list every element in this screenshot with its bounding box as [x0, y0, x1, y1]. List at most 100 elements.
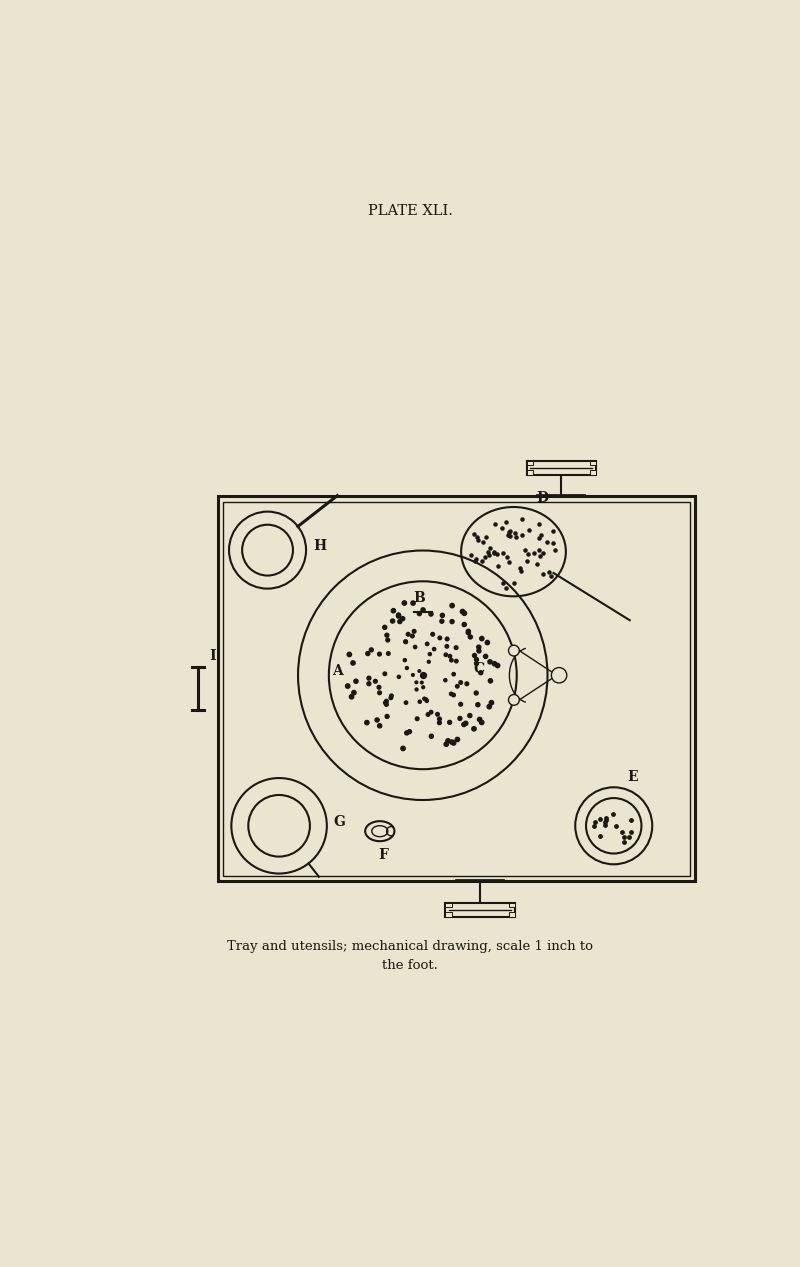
Point: [385, 685, 398, 706]
Point: [417, 677, 430, 697]
Point: [485, 693, 498, 713]
Circle shape: [509, 694, 519, 706]
Point: [488, 654, 501, 674]
Point: [447, 732, 460, 753]
Point: [618, 827, 630, 848]
Point: [489, 513, 502, 533]
Point: [599, 807, 612, 827]
Point: [423, 644, 436, 664]
Point: [462, 622, 474, 642]
Point: [382, 630, 394, 650]
Point: [350, 672, 362, 692]
Point: [413, 603, 426, 623]
Point: [431, 704, 444, 725]
Bar: [526, 461, 596, 475]
Point: [594, 808, 606, 829]
Bar: [509, 903, 514, 907]
Point: [426, 625, 439, 645]
Point: [468, 645, 481, 665]
Point: [470, 527, 483, 547]
Point: [416, 665, 429, 685]
Point: [491, 655, 504, 675]
Point: [537, 544, 550, 564]
Point: [462, 621, 474, 641]
Point: [593, 826, 606, 846]
Point: [490, 544, 503, 564]
Point: [598, 815, 611, 835]
Point: [625, 810, 638, 830]
Point: [521, 551, 534, 571]
Point: [380, 694, 393, 715]
Point: [400, 693, 413, 713]
Point: [480, 527, 493, 547]
Point: [399, 632, 412, 653]
Point: [422, 704, 434, 725]
Point: [398, 650, 411, 670]
Point: [497, 573, 510, 593]
Point: [470, 549, 483, 569]
Point: [509, 523, 522, 544]
Bar: [526, 461, 533, 465]
Point: [528, 542, 541, 563]
Point: [465, 545, 478, 565]
Point: [445, 650, 458, 670]
Point: [530, 554, 543, 574]
Point: [401, 658, 414, 678]
Point: [533, 513, 546, 533]
Point: [533, 527, 546, 547]
Point: [474, 663, 487, 683]
Point: [482, 545, 495, 565]
Point: [482, 542, 494, 563]
Point: [399, 631, 412, 651]
Point: [478, 547, 491, 568]
Point: [518, 540, 531, 560]
Point: [409, 637, 422, 658]
Point: [440, 734, 453, 754]
Point: [374, 716, 386, 736]
Point: [509, 527, 522, 547]
Point: [470, 650, 483, 670]
Point: [502, 522, 515, 542]
Point: [373, 677, 386, 697]
Point: [484, 538, 497, 559]
Point: [479, 646, 492, 666]
Point: [615, 822, 628, 843]
Point: [534, 546, 546, 566]
Point: [406, 665, 419, 685]
Point: [373, 683, 386, 703]
Point: [473, 641, 486, 661]
Point: [537, 564, 550, 584]
Point: [406, 593, 419, 613]
Point: [589, 812, 602, 832]
Point: [487, 541, 500, 561]
Point: [548, 540, 561, 560]
Point: [347, 683, 360, 703]
Text: H: H: [314, 540, 327, 554]
Point: [459, 713, 472, 734]
Point: [422, 651, 435, 672]
Point: [481, 632, 494, 653]
Point: [454, 708, 466, 729]
Point: [421, 691, 434, 711]
Point: [451, 730, 464, 750]
Point: [381, 706, 394, 726]
Point: [483, 651, 496, 672]
Point: [623, 826, 636, 846]
Point: [454, 673, 467, 693]
Point: [362, 668, 375, 688]
Point: [544, 566, 557, 587]
Point: [496, 544, 509, 564]
Point: [362, 674, 375, 694]
Point: [625, 821, 638, 841]
Text: D: D: [536, 490, 548, 504]
Bar: [526, 470, 533, 475]
Point: [588, 816, 601, 836]
Point: [454, 694, 467, 715]
Point: [400, 722, 413, 742]
Point: [410, 679, 423, 699]
Point: [425, 726, 438, 746]
Point: [534, 526, 547, 546]
Point: [413, 661, 426, 682]
Point: [385, 688, 398, 708]
Bar: [446, 912, 451, 916]
